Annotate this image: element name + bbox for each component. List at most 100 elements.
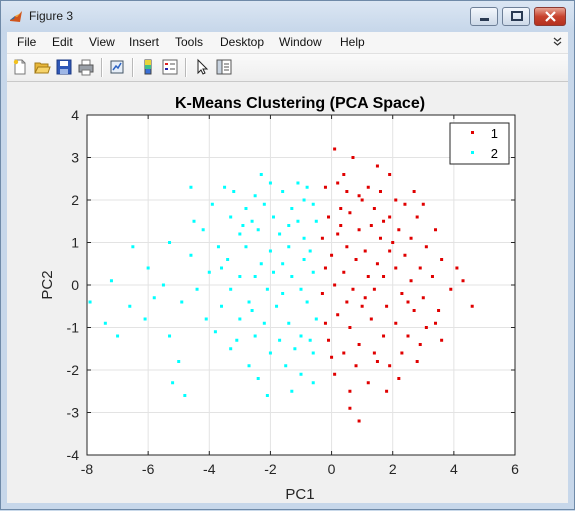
cluster-2-point <box>265 287 269 291</box>
cluster-1-point <box>391 241 395 244</box>
cluster-2-point <box>302 198 306 202</box>
cluster-1-point <box>336 313 340 317</box>
cluster-1-point <box>354 258 358 261</box>
cluster-2-point <box>253 275 257 278</box>
cluster-1-point <box>333 147 337 151</box>
cluster-1-point <box>363 296 367 300</box>
cluster-1-point <box>394 321 398 325</box>
cluster-2-point <box>281 262 285 266</box>
cluster-1-point <box>415 360 419 363</box>
x-tick-label: -2 <box>264 461 277 477</box>
cluster-2-point <box>311 202 315 206</box>
matlab-icon <box>10 11 22 22</box>
cluster-1-point <box>360 304 364 308</box>
open-file-icon[interactable] <box>33 58 51 76</box>
cluster-2-point <box>296 219 300 223</box>
menu-overflow-icon[interactable] <box>553 35 562 47</box>
cluster-2-point <box>302 236 306 240</box>
cluster-1-point <box>323 266 327 270</box>
save-icon[interactable] <box>55 58 73 76</box>
link-plot-icon[interactable] <box>108 58 126 76</box>
cluster-1-point <box>440 258 444 261</box>
cluster-1-point <box>342 173 346 176</box>
axis-ticks: -8 -6 -4 -2 0 2 4 6 -4 -3 -2 -1 0 1 2 3 4 <box>67 107 520 477</box>
close-icon <box>545 11 556 22</box>
cluster-2-point <box>253 194 257 198</box>
cluster-1-point <box>345 190 349 193</box>
close-button[interactable] <box>534 7 566 26</box>
y-tick-label: 1 <box>71 235 79 251</box>
menu-desktop[interactable]: Desktop <box>220 35 265 49</box>
cluster-1-point <box>372 351 376 355</box>
cluster-2-point <box>189 253 193 257</box>
cluster-2-point <box>152 296 156 300</box>
cluster-2-point <box>232 190 236 193</box>
cluster-1-point <box>336 181 340 185</box>
cluster-1-point <box>333 283 337 287</box>
cluster-1-point <box>363 249 367 253</box>
cluster-2-point <box>281 190 285 193</box>
cluster-2-point <box>302 258 306 261</box>
cluster-1-point <box>320 236 324 240</box>
menu-view[interactable]: View <box>89 35 115 49</box>
legend-label-2: 2 <box>491 146 498 161</box>
pointer-icon[interactable] <box>193 58 211 76</box>
legend-icon[interactable] <box>161 58 179 76</box>
cluster-1-point <box>348 211 352 215</box>
menu-tools[interactable]: Tools <box>175 35 204 49</box>
cluster-1-point <box>400 351 404 355</box>
cluster-2-point <box>183 394 187 397</box>
cluster-1-point <box>378 190 382 193</box>
cluster-2-point <box>268 181 272 185</box>
cluster-2-point <box>299 287 303 291</box>
cluster-1-point <box>357 194 361 198</box>
cluster-1-point <box>336 232 340 236</box>
menu-insert[interactable]: Insert <box>129 35 160 49</box>
cluster-2-point <box>229 347 233 351</box>
cluster-2-point <box>287 224 291 227</box>
menu-file[interactable]: File <box>17 35 37 49</box>
maximize-button[interactable] <box>502 7 530 26</box>
new-figure-icon[interactable] <box>11 58 29 76</box>
cluster-1-point <box>330 355 334 359</box>
title-bar[interactable]: Figure 3 <box>1 1 574 31</box>
menu-window[interactable]: Window <box>279 35 322 49</box>
cluster-1-point <box>449 287 453 291</box>
print-icon[interactable] <box>77 58 95 76</box>
menu-help[interactable]: Help <box>340 35 365 49</box>
cluster-1-point <box>375 262 379 266</box>
cluster-2-point <box>238 275 242 278</box>
y-tick-label: -4 <box>67 447 80 463</box>
cluster-2-point <box>290 275 294 278</box>
cluster-2-point <box>201 228 205 232</box>
cluster-1-point <box>470 304 474 308</box>
data-points <box>88 147 474 423</box>
cluster-2-point <box>204 317 208 321</box>
cluster-1-point <box>375 164 379 168</box>
cluster-1-point <box>339 224 343 227</box>
cluster-2-point <box>213 330 217 334</box>
cluster-2-point <box>314 219 318 223</box>
toolbar-separator <box>101 58 103 77</box>
cluster-2-point <box>244 245 248 249</box>
cluster-2-point <box>256 377 260 380</box>
cluster-1-point <box>342 351 346 355</box>
cluster-2-point <box>265 394 269 397</box>
cluster-2-point <box>180 300 184 304</box>
cluster-2-point <box>308 249 312 253</box>
cluster-2-point <box>216 245 220 249</box>
cluster-2-point <box>281 292 285 295</box>
property-editor-icon[interactable] <box>215 58 233 76</box>
cluster-2-point <box>299 372 303 376</box>
legend-marker-2 <box>471 151 474 154</box>
menu-edit[interactable]: Edit <box>52 35 73 49</box>
cluster-1-point <box>434 228 438 232</box>
minimize-button[interactable] <box>470 7 498 26</box>
cluster-1-point <box>409 236 413 240</box>
legend[interactable]: 1 2 <box>449 122 510 165</box>
legend-box <box>449 122 510 165</box>
y-tick-label: -1 <box>67 320 80 336</box>
cluster-2-point <box>238 232 242 236</box>
colorbar-icon[interactable] <box>139 58 157 76</box>
